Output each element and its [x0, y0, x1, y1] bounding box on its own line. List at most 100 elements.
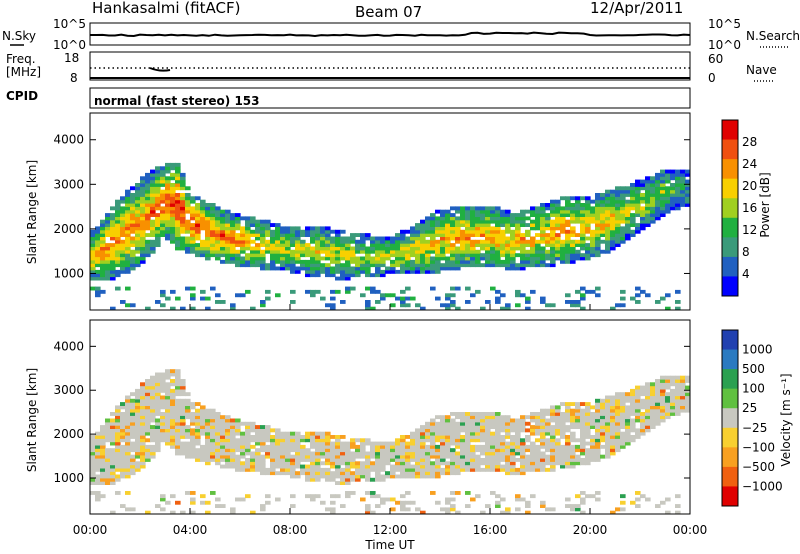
- velocity-cell: [395, 444, 401, 449]
- power-cell: [460, 256, 466, 261]
- velocity-cell: [125, 415, 131, 420]
- velocity-cell: [455, 435, 461, 439]
- power-cell: [220, 246, 226, 251]
- power-cell: [455, 263, 461, 268]
- velocity-cell: [300, 448, 306, 453]
- velocity-cell: [215, 421, 221, 426]
- power-cell: [385, 236, 391, 241]
- velocity-cell: [170, 494, 176, 499]
- power-cell: [235, 259, 241, 264]
- power-cell: [255, 253, 261, 258]
- power-cell: [400, 266, 406, 271]
- power-colorbar-swatch: [722, 276, 738, 297]
- power-cell: [565, 213, 571, 217]
- velocity-cell: [325, 435, 331, 439]
- power-cell: [520, 249, 526, 254]
- power-cell: [675, 179, 681, 184]
- power-cell: [475, 263, 481, 268]
- velocity-cell: [305, 494, 311, 499]
- velocity-cell: [640, 418, 646, 423]
- velocity-cell: [200, 415, 206, 420]
- velocity-cell: [300, 458, 306, 462]
- velocity-cell: [230, 421, 236, 426]
- power-cell: [145, 233, 151, 237]
- velocity-cell: [500, 418, 506, 423]
- power-cell: [670, 176, 676, 181]
- velocity-cell: [285, 451, 291, 456]
- x-tick-label: 12:00: [373, 523, 408, 537]
- velocity-cell: [355, 454, 361, 459]
- power-cell: [350, 269, 356, 274]
- power-cell: [455, 256, 461, 261]
- power-cell: [540, 296, 546, 301]
- power-cell: [350, 236, 356, 241]
- power-cell: [230, 216, 236, 221]
- power-cell: [180, 213, 186, 217]
- power-cell: [445, 266, 451, 271]
- power-cell: [385, 246, 391, 251]
- power-cell: [145, 206, 151, 211]
- power-cell: [180, 229, 186, 234]
- velocity-cell: [570, 507, 576, 512]
- velocity-cell: [510, 467, 516, 472]
- power-cell: [515, 303, 521, 308]
- velocity-cell: [525, 510, 531, 514]
- power-cell: [585, 223, 591, 227]
- velocity-cell: [540, 418, 546, 423]
- velocity-cell: [205, 444, 211, 449]
- power-cell: [155, 189, 161, 194]
- power-cell: [210, 219, 216, 224]
- velocity-cell: [210, 408, 216, 413]
- velocity-cell: [585, 441, 591, 446]
- power-cell: [315, 233, 321, 237]
- power-cell: [100, 246, 106, 251]
- velocity-cell: [350, 451, 356, 456]
- power-cell: [280, 256, 286, 261]
- velocity-cell: [160, 507, 166, 512]
- power-cell: [325, 256, 331, 261]
- velocity-cell: [295, 438, 301, 443]
- power-cell: [505, 209, 511, 214]
- velocity-cell: [405, 458, 411, 462]
- power-cell: [370, 249, 376, 254]
- velocity-cell: [425, 464, 431, 469]
- velocity-cell: [290, 494, 296, 499]
- nsky-tick-bottom-left: 10^0: [53, 38, 86, 52]
- power-cell: [90, 239, 96, 244]
- velocity-cell: [455, 444, 461, 449]
- power-cell: [90, 276, 96, 281]
- velocity-cell: [605, 408, 611, 413]
- power-cell: [645, 213, 651, 217]
- power-cell: [310, 229, 316, 234]
- power-cell: [655, 179, 661, 184]
- power-cell: [465, 256, 471, 261]
- velocity-cell: [470, 451, 476, 456]
- velocity-cell: [670, 379, 676, 383]
- power-cell: [120, 209, 126, 214]
- power-cell: [290, 253, 296, 258]
- velocity-cell: [495, 412, 501, 416]
- power-cell: [580, 293, 586, 298]
- velocity-cell: [420, 441, 426, 446]
- velocity-cell: [635, 408, 641, 413]
- velocity-cell: [600, 418, 606, 423]
- power-cell: [365, 269, 371, 274]
- power-cell: [575, 300, 581, 304]
- velocity-cell: [365, 454, 371, 459]
- velocity-cell: [590, 458, 596, 462]
- power-cell: [130, 206, 136, 211]
- velocity-cell: [205, 425, 211, 429]
- power-cell: [555, 256, 561, 261]
- power-cell: [335, 236, 341, 241]
- velocity-cell: [200, 500, 206, 505]
- power-cell: [655, 196, 661, 201]
- velocity-cell: [510, 428, 516, 433]
- velocity-cell: [320, 444, 326, 449]
- velocity-cell: [500, 438, 506, 443]
- velocity-cell: [415, 451, 421, 456]
- power-cell: [115, 236, 121, 241]
- power-cell: [175, 223, 181, 227]
- power-cell: [430, 226, 436, 231]
- velocity-cell: [105, 454, 111, 459]
- power-cell: [150, 189, 156, 194]
